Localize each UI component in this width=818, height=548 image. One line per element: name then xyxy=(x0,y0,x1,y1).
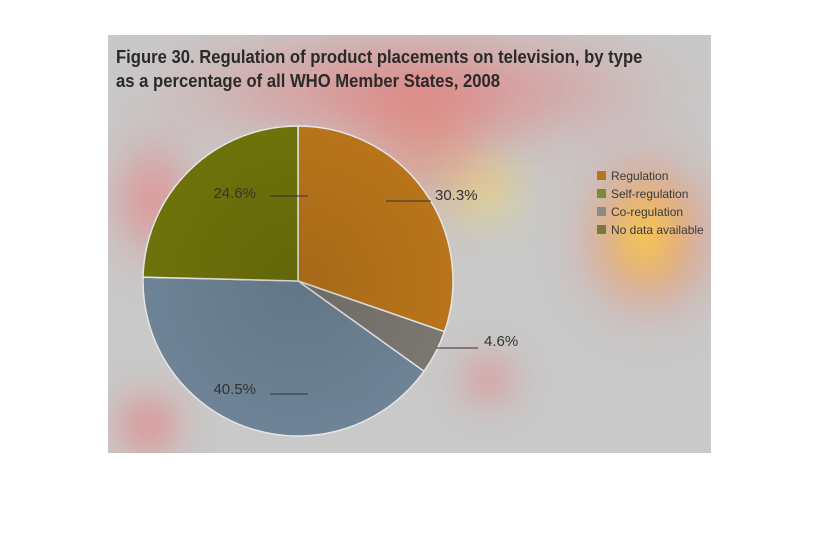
figure-panel: Figure 30. Regulation of product placeme… xyxy=(108,35,711,453)
chart-title: Figure 30. Regulation of product placeme… xyxy=(116,45,642,93)
data-label: 4.6% xyxy=(484,333,518,350)
legend-label: Regulation xyxy=(611,169,668,183)
figure-number: Figure 30. xyxy=(116,46,195,67)
data-label: 40.5% xyxy=(213,381,256,398)
legend-swatch xyxy=(597,171,606,180)
legend-swatch xyxy=(597,207,606,216)
legend-label: Self-regulation xyxy=(611,187,688,201)
legend-swatch xyxy=(597,225,606,234)
legend-label: No data available xyxy=(611,223,704,237)
data-label: 24.6% xyxy=(213,185,256,202)
legend-label: Co-regulation xyxy=(611,205,683,219)
legend: Regulation Self-regulation Co-regulation No… xyxy=(597,169,704,237)
legend-swatch xyxy=(597,189,606,198)
pie-chart: 30.3% 4.6% 40.5% 24.6% Regulation Self-regul… xyxy=(142,125,704,437)
data-label: 30.3% xyxy=(435,187,478,204)
pie-labels: 30.3% 4.6% 40.5% 24.6% xyxy=(213,185,518,398)
pie-slices xyxy=(142,125,454,437)
pie-shading xyxy=(143,126,453,436)
title-line-2: as a percentage of all WHO Member States… xyxy=(116,70,501,91)
title-line-1: Regulation of product placements on tele… xyxy=(199,46,643,67)
